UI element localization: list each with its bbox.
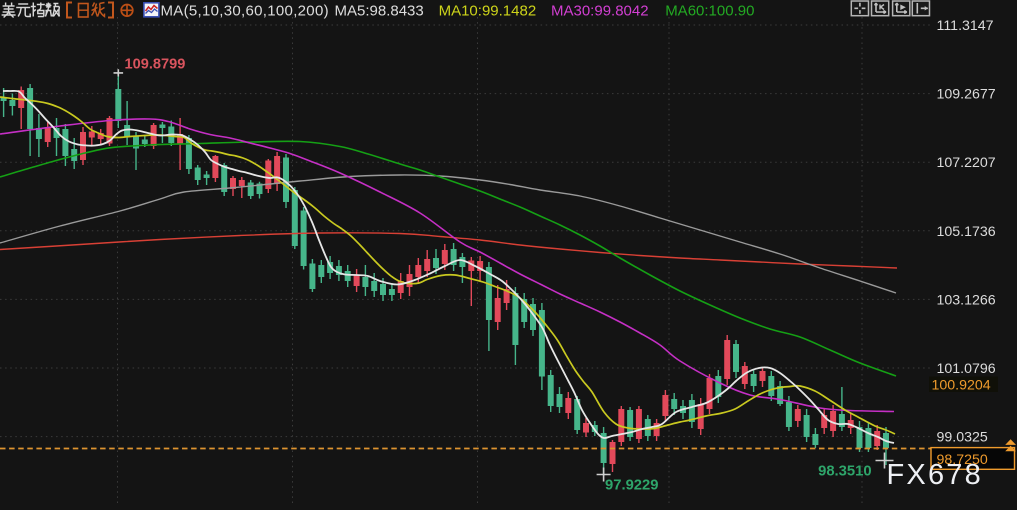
svg-text:MA30:99.8042: MA30:99.8042	[551, 3, 649, 20]
svg-text:103.1266: 103.1266	[937, 292, 996, 308]
svg-text:MA60:100.90: MA60:100.90	[665, 3, 754, 20]
svg-text:98.3510: 98.3510	[818, 464, 872, 480]
svg-text:100.9204: 100.9204	[932, 377, 991, 393]
svg-text:MA5:98.8433: MA5:98.8433	[335, 3, 424, 20]
svg-text:MA10:99.1482: MA10:99.1482	[439, 3, 537, 20]
svg-text:105.1736: 105.1736	[937, 224, 996, 240]
svg-text:111.3147: 111.3147	[937, 18, 994, 34]
svg-text:FX678: FX678	[887, 459, 983, 491]
svg-text:109.8799: 109.8799	[125, 57, 186, 73]
svg-text:MA(5,10,30,60,100,200): MA(5,10,30,60,100,200)	[161, 3, 329, 20]
svg-text:101.0796: 101.0796	[937, 361, 996, 377]
svg-text:98.7250: 98.7250	[937, 452, 988, 468]
svg-text:99.0325: 99.0325	[937, 430, 988, 446]
svg-text:109.2677: 109.2677	[937, 87, 996, 103]
svg-text:97.9229: 97.9229	[605, 478, 659, 494]
svg-text:107.2207: 107.2207	[937, 155, 996, 171]
